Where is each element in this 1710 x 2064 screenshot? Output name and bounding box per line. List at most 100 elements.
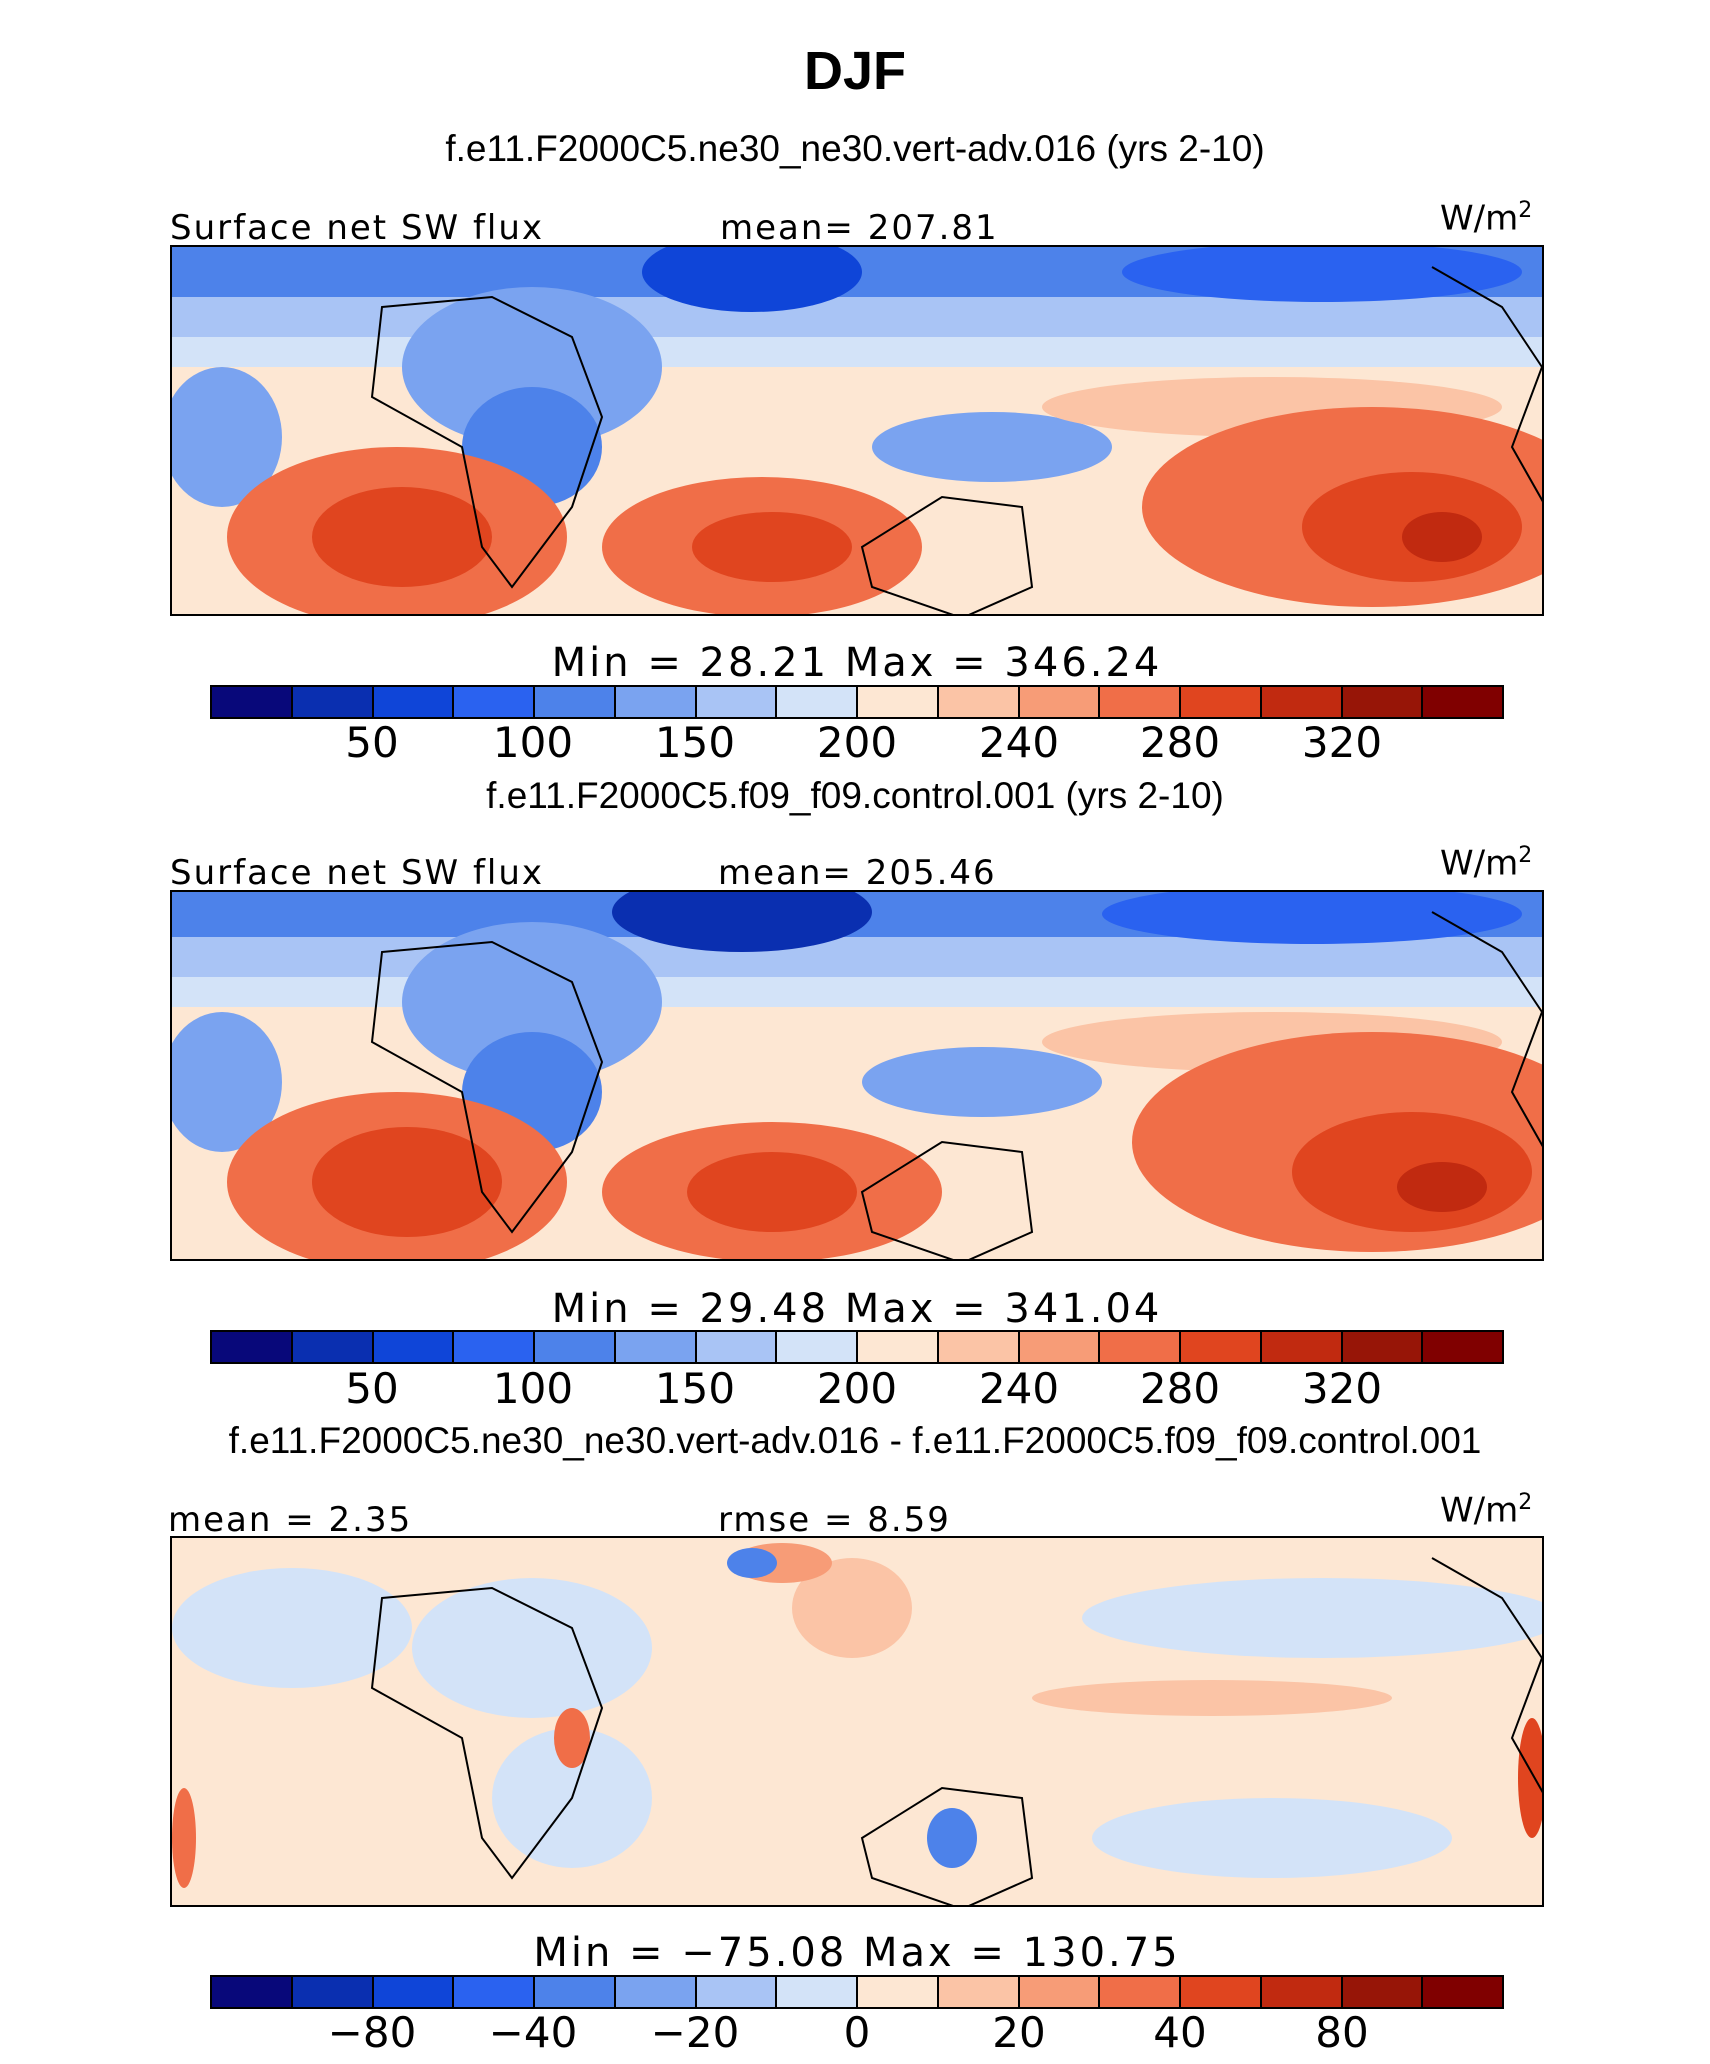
diff-blue-australia — [927, 1808, 977, 1868]
colorbar-swatch — [1100, 1977, 1181, 2007]
colorbar-swatch — [212, 1332, 293, 1362]
colorbar-swatch — [1181, 1977, 1262, 2007]
panel-2-map — [170, 890, 1544, 1261]
tick: 150 — [654, 718, 736, 767]
colorbar-swatch — [454, 1977, 535, 2007]
colorbar-swatch — [535, 1977, 616, 2007]
maritime-blue — [872, 412, 1112, 482]
colorbar-swatch — [1019, 1332, 1101, 1362]
colorbar-swatch — [615, 1977, 697, 2007]
colorbar-swatch — [696, 1977, 778, 2007]
colorbar-swatch — [454, 687, 535, 717]
colorbar-swatch — [777, 1977, 858, 2007]
colorbar-swatch — [938, 1977, 1020, 2007]
colorbar-swatch — [292, 687, 374, 717]
coastline-australia — [860, 1786, 1034, 1905]
tick: −40 — [488, 2008, 578, 2057]
panel-1-colorbar — [210, 685, 1504, 719]
diff-blue-sahara — [412, 1578, 652, 1718]
diff-blue-atlantic — [172, 1568, 412, 1688]
panel-2-subtitle: f.e11.F2000C5.f09_f09.control.001 (yrs 2… — [486, 775, 1224, 816]
panel-3-colorbar — [210, 1975, 1504, 2009]
colorbar-swatch — [858, 687, 939, 717]
tick: 240 — [978, 1364, 1060, 1413]
panel-3-map — [170, 1536, 1544, 1907]
tick: −20 — [650, 2008, 740, 2057]
colorbar-swatch — [938, 1332, 1020, 1362]
tick: 0 — [843, 2008, 871, 2057]
sio-high-1-core — [312, 487, 492, 587]
panel-1-subtitle: f.e11.F2000C5.ne30_ne30.vert-adv.016 (yr… — [445, 128, 1265, 169]
sahara-blue — [402, 922, 662, 1082]
panel-3-units: W/m2 — [1440, 1490, 1533, 1531]
colorbar-swatch — [1423, 687, 1502, 717]
coastline-africa — [370, 1586, 604, 1880]
colorbar-swatch — [1019, 687, 1101, 717]
amazon-blue — [172, 367, 282, 507]
tick: 100 — [492, 718, 574, 767]
tick: 50 — [345, 1364, 399, 1413]
tick: −80 — [327, 2008, 417, 2057]
colorbar-swatch — [858, 1977, 939, 2007]
colorbar-swatch — [777, 1332, 858, 1362]
coastline-africa — [370, 940, 604, 1234]
colorbar-swatch — [777, 687, 858, 717]
colorbar-swatch — [535, 1332, 616, 1362]
diff-blue-south-pacific — [1092, 1798, 1452, 1878]
colorbar-swatch — [373, 1977, 455, 2007]
colorbar-swatch — [615, 1332, 697, 1362]
diff-blue-pacific — [1082, 1578, 1542, 1658]
panel-3-mean-label: mean = 2.35 — [168, 1500, 413, 1540]
colorbar-swatch — [1342, 1977, 1424, 2007]
diff-red-spcz — [1032, 1680, 1392, 1716]
coastline-australia — [860, 495, 1034, 614]
colorbar-swatch — [1423, 1977, 1502, 2007]
colorbar-swatch — [212, 1977, 293, 2007]
panel-1-variable-label: Surface net SW flux — [170, 208, 545, 248]
coastline-africa — [370, 295, 604, 589]
colorbar-swatch — [373, 687, 455, 717]
colorbar-swatch — [535, 687, 616, 717]
diff-red-peru — [1518, 1718, 1542, 1838]
sio-high-2-core — [687, 1152, 857, 1232]
colorbar-swatch — [938, 687, 1020, 717]
colorbar-swatch — [696, 1332, 778, 1362]
diff-blue-tibet — [727, 1548, 777, 1578]
colorbar-swatch — [1100, 1332, 1181, 1362]
colorbar-swatch — [858, 1332, 939, 1362]
panel-1-mean-label: mean= 207.81 — [720, 208, 999, 248]
tick: 280 — [1139, 718, 1221, 767]
coastline-australia — [860, 1140, 1034, 1259]
colorbar-swatch — [1423, 1332, 1502, 1362]
tick: 280 — [1139, 1364, 1221, 1413]
diff-red-eafrica — [554, 1708, 590, 1768]
coastline-americas — [1431, 1557, 1542, 1793]
north-band-3 — [172, 977, 1542, 1007]
figure-title: DJF — [803, 41, 906, 101]
colorbar-swatch — [1342, 687, 1424, 717]
colorbar-swatch — [1261, 1977, 1343, 2007]
sio-high-1-core — [312, 1127, 502, 1237]
north-band-3 — [172, 337, 1542, 367]
north-band-2 — [172, 297, 1542, 342]
tick: 200 — [816, 1364, 898, 1413]
coastline-americas — [1431, 911, 1542, 1147]
tick: 40 — [1153, 2008, 1207, 2057]
colorbar-swatch — [1181, 687, 1262, 717]
colorbar-swatch — [615, 687, 697, 717]
panel-2-variable-label: Surface net SW flux — [170, 853, 545, 893]
panel-3-ticks: −80 −40 −20 0 20 40 80 — [0, 2008, 1710, 2060]
panel-1-minmax: Min = 28.21 Max = 346.24 — [551, 640, 1163, 686]
panel-3-subtitle: f.e11.F2000C5.ne30_ne30.vert-adv.016 - f… — [228, 1420, 1482, 1461]
tick: 50 — [345, 718, 399, 767]
panel-2-minmax: Min = 29.48 Max = 341.04 — [551, 1286, 1163, 1332]
colorbar-swatch — [454, 1332, 535, 1362]
colorbar-swatch — [292, 1977, 374, 2007]
coastline-americas — [1431, 266, 1542, 502]
sep-high-peak — [1402, 512, 1482, 562]
tick: 320 — [1301, 1364, 1383, 1413]
dark-blue-asia — [612, 892, 872, 952]
dark-blue-asia — [642, 247, 862, 312]
panel-3-minmax: Min = −75.08 Max = 130.75 — [533, 1930, 1181, 1976]
tick: 100 — [492, 1364, 574, 1413]
